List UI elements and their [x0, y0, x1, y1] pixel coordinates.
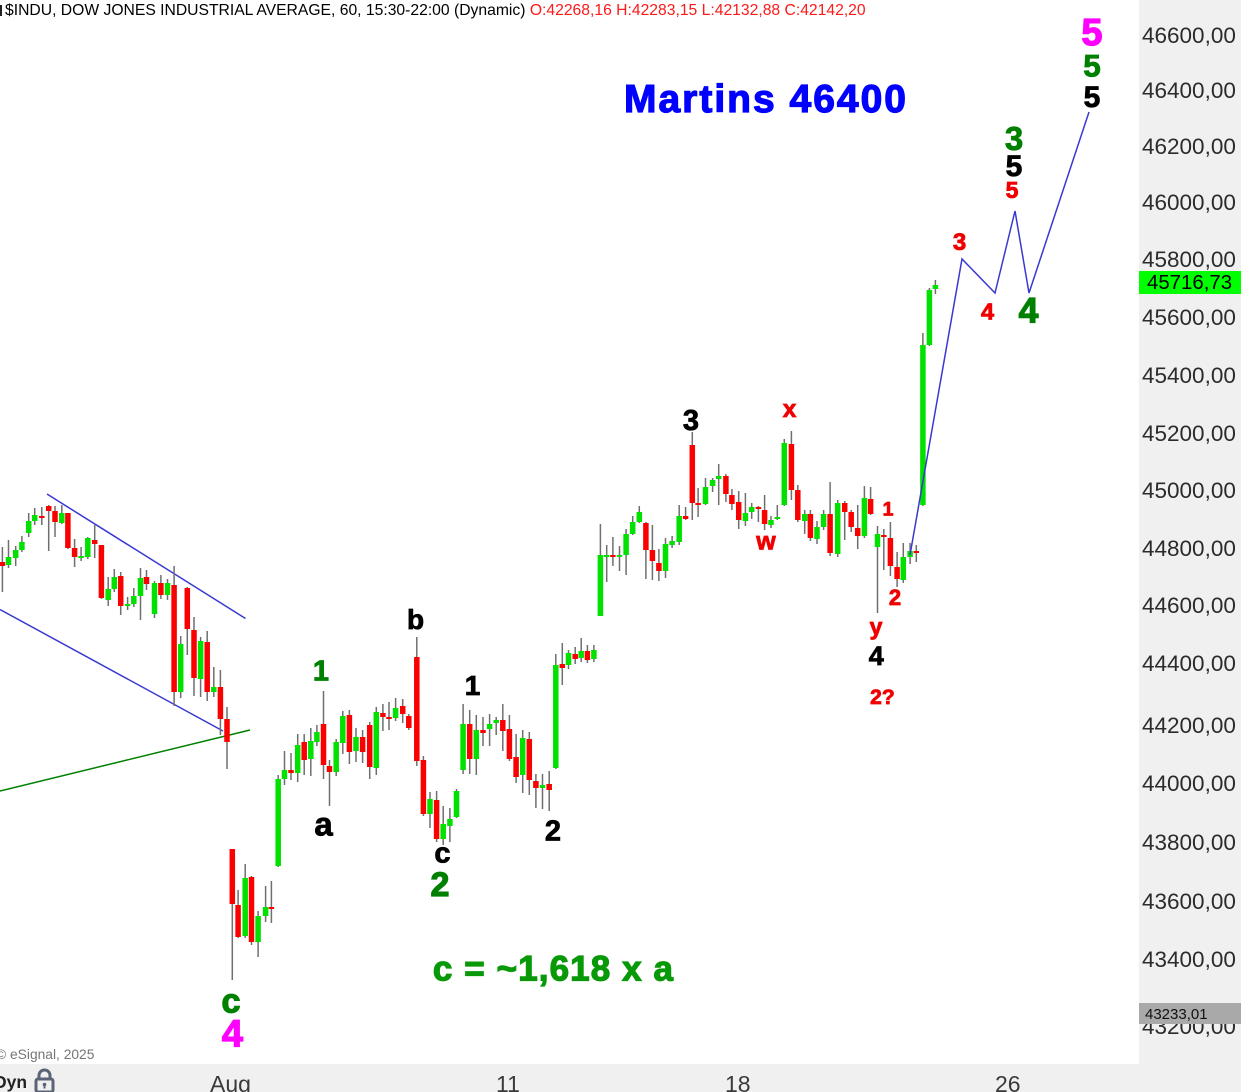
svg-text:w: w — [755, 528, 776, 556]
svg-text:c: c — [434, 838, 450, 870]
svg-text:5: 5 — [1006, 177, 1019, 203]
svg-text:2: 2 — [545, 815, 561, 847]
svg-text:3: 3 — [953, 229, 966, 256]
svg-text:1: 1 — [313, 656, 329, 688]
svg-text:5: 5 — [1084, 81, 1101, 114]
svg-text:2?: 2? — [870, 686, 895, 709]
svg-text:1: 1 — [465, 670, 481, 701]
svg-text:4: 4 — [981, 298, 994, 324]
svg-text:y: y — [870, 614, 883, 640]
svg-text:1: 1 — [883, 498, 894, 520]
svg-text:4: 4 — [222, 1014, 243, 1056]
svg-text:5: 5 — [1006, 150, 1023, 183]
svg-text:4: 4 — [869, 641, 884, 671]
svg-text:3: 3 — [683, 405, 699, 437]
svg-text:5: 5 — [1083, 47, 1101, 83]
svg-text:c: c — [222, 983, 241, 1021]
svg-text:3: 3 — [1005, 120, 1023, 157]
svg-text:a: a — [314, 805, 333, 842]
svg-text:b: b — [407, 604, 424, 635]
svg-text:c = ~1,618 x a: c = ~1,618 x a — [433, 950, 674, 989]
svg-text:2: 2 — [431, 866, 450, 904]
svg-text:Martins 46400: Martins 46400 — [624, 78, 908, 121]
svg-text:2: 2 — [889, 585, 901, 610]
svg-text:5: 5 — [1081, 12, 1102, 54]
svg-text:x: x — [783, 396, 797, 423]
svg-text:4: 4 — [1019, 291, 1039, 331]
